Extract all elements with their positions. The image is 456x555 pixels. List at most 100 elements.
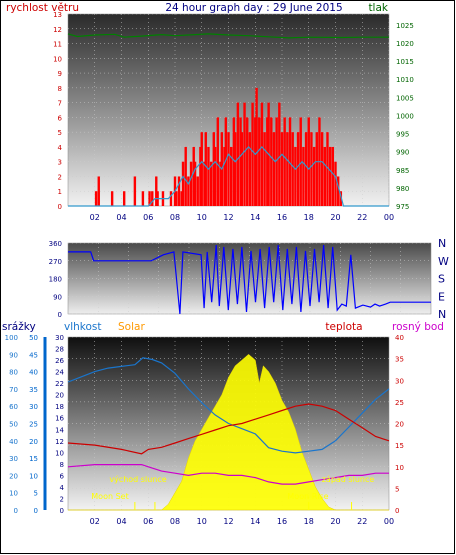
rain-tick-label: 10 xyxy=(29,472,38,480)
wind-x-tick-label: 12 xyxy=(223,213,233,222)
rain-tick-label: 45 xyxy=(29,351,38,359)
humidity-tick-label: 90 xyxy=(9,351,18,359)
wind-gust-bar xyxy=(291,132,294,206)
solar-tick-label: 6 xyxy=(60,472,65,480)
rain-tick-label: 30 xyxy=(29,403,38,411)
pressure-tick-label: 1015 xyxy=(396,58,414,66)
wind-tick-label: 1 xyxy=(58,188,62,196)
direction-tick-label: 360 xyxy=(49,240,62,248)
solar-tick-label: 20 xyxy=(55,392,64,400)
wind-axis-label: rychlost větru xyxy=(6,2,79,14)
wind-gust-bar xyxy=(255,87,258,206)
pressure-axis-label: tlak xyxy=(368,2,388,14)
wind-gust-bar xyxy=(223,146,226,206)
humidity-tick-label: 60 xyxy=(9,403,18,411)
weather-x-tick-label: 08 xyxy=(170,517,180,526)
wind-x-tick-label: 06 xyxy=(143,213,153,222)
wind-gust-bar xyxy=(229,146,233,206)
wind-gust-bar xyxy=(232,117,236,206)
weather-x-tick-label: 10 xyxy=(197,517,207,526)
wind-gust-bar xyxy=(141,191,145,206)
rain-tick-label: 40 xyxy=(29,369,38,377)
solar-area xyxy=(68,353,389,511)
axis-tick-labels: 0123456789101112139759809859909951000100… xyxy=(5,11,449,526)
rain-tick-label: 20 xyxy=(29,438,38,446)
dewpoint-axis-label: rosný bod xyxy=(392,321,444,333)
wind-gust-bar xyxy=(310,132,313,206)
wind-x-tick-label: 14 xyxy=(250,213,260,222)
wind-gust-bar xyxy=(200,132,203,206)
wind-gust-bar xyxy=(97,176,100,206)
wind-x-tick-label: 08 xyxy=(170,213,180,222)
direction-tick-label: 180 xyxy=(49,276,62,284)
wind-gust-bar xyxy=(283,117,286,206)
solar-tick-label: 24 xyxy=(55,369,64,377)
rain-tick-label: 0 xyxy=(34,507,38,515)
compass-label: N xyxy=(438,308,446,321)
wind-tick-label: 13 xyxy=(53,11,62,19)
temperature-axis-label: teplota xyxy=(325,321,362,333)
wind-gust-bar xyxy=(339,191,343,206)
solar-tick-label: 4 xyxy=(60,484,65,492)
solar-axis-label: Solar xyxy=(118,321,145,333)
wind-gust-bar xyxy=(254,117,257,206)
temperature-tick-label: 0 xyxy=(395,507,399,515)
wind-x-tick-label: 20 xyxy=(330,213,340,222)
solar-tick-label: 22 xyxy=(55,380,64,388)
moonrise-label: Moon Rise xyxy=(287,492,328,501)
weather-x-tick-label: 04 xyxy=(116,517,126,526)
wind-gust-bar xyxy=(180,191,183,206)
compass-label: E xyxy=(438,290,445,303)
wind-tick-label: 7 xyxy=(58,100,62,108)
pressure-line xyxy=(67,33,389,39)
wind-gust-bar xyxy=(94,191,98,206)
wind-gust-bar xyxy=(278,102,281,206)
temperature-tick-label: 15 xyxy=(395,442,404,450)
wind-gust-bar xyxy=(239,117,242,206)
pressure-tick-label: 1010 xyxy=(396,76,414,84)
solar-tick-label: 16 xyxy=(55,415,64,423)
wind-gust-bar xyxy=(169,191,173,206)
wind-gust-bar xyxy=(193,161,197,206)
wind-gust-bar xyxy=(320,132,324,206)
wind-gust-bar xyxy=(209,161,213,206)
wind-x-tick-label: 16 xyxy=(277,213,287,222)
wind-gust-bar xyxy=(219,161,222,206)
dewpoint-line xyxy=(67,464,389,485)
wind-gust-bar xyxy=(207,146,210,206)
humidity-tick-label: 0 xyxy=(14,507,18,515)
wind-gust-bar xyxy=(175,191,178,206)
wind-gust-bar xyxy=(260,102,264,206)
wind-x-tick-label: 10 xyxy=(197,213,207,222)
humidity-axis-label: vlhkost xyxy=(64,321,102,333)
pressure-tick-label: 975 xyxy=(396,203,409,211)
weather-x-tick-label: 12 xyxy=(223,517,233,526)
humidity-tick-label: 20 xyxy=(9,472,18,480)
wind-gust-bar xyxy=(326,132,329,206)
solar-tick-label: 14 xyxy=(55,426,64,434)
wind-gust-bar xyxy=(288,117,292,206)
wind-gust-bar xyxy=(212,132,215,206)
wind-gust-bar xyxy=(248,132,252,206)
solar-tick-label: 2 xyxy=(60,495,64,503)
compass-label: N xyxy=(438,237,446,250)
chart-title: 24 hour graph day : 29 June 2015 xyxy=(165,2,342,14)
direction-marks xyxy=(68,244,431,315)
wind-gust-bar xyxy=(133,176,137,206)
wind-gust-bar xyxy=(155,176,158,206)
wind-gust-bar xyxy=(196,176,199,206)
wind-gust-bar xyxy=(203,161,206,206)
wind-gust-bar xyxy=(216,117,219,206)
wind-gust-bar xyxy=(227,132,230,206)
sunrise-label: východ slunce xyxy=(109,475,166,484)
wind-tick-label: 2 xyxy=(58,173,62,181)
wind-gust-bar xyxy=(294,146,297,206)
wind-gust-bar xyxy=(243,102,246,206)
wind-x-tick-label: 04 xyxy=(116,213,126,222)
solar-tick-label: 26 xyxy=(55,357,64,365)
wind-gust-bar xyxy=(286,132,289,206)
wind-gust-bar xyxy=(187,176,190,206)
temperature-tick-label: 25 xyxy=(395,399,404,407)
rain-tick-label: 15 xyxy=(29,455,38,463)
